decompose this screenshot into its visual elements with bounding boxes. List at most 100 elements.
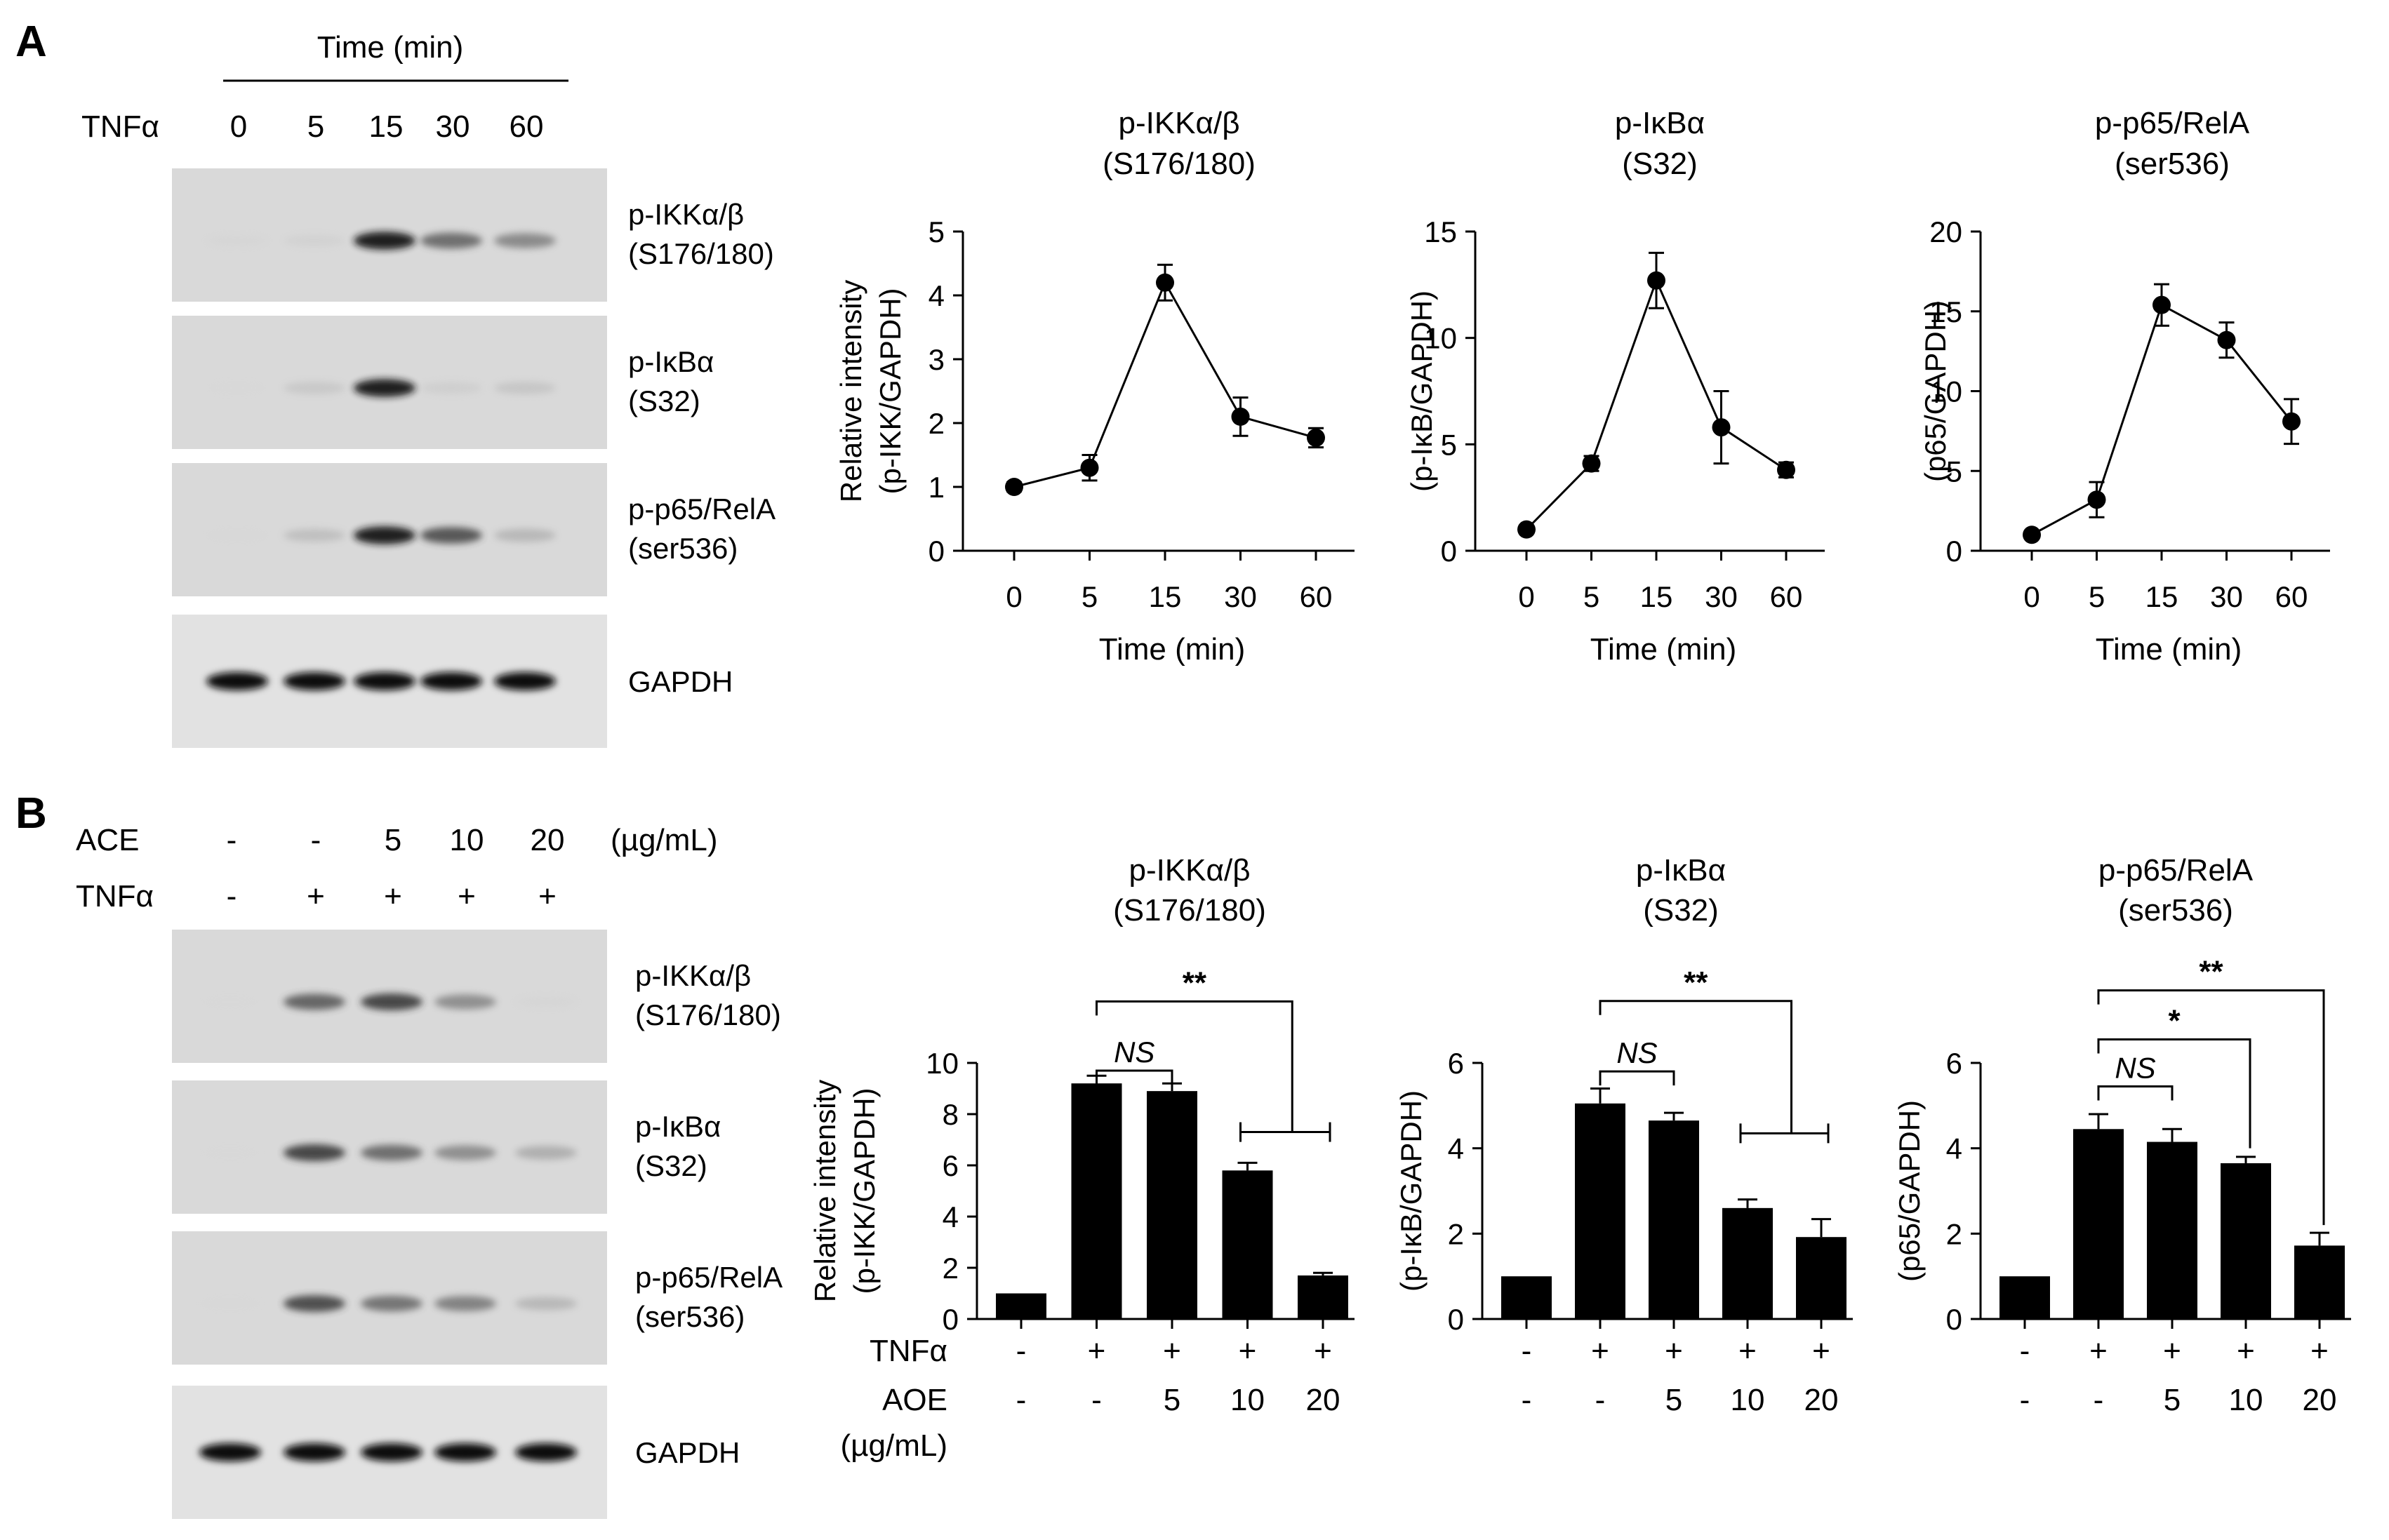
data-point [1080,458,1099,477]
blot-band [361,1443,422,1461]
blot-b-row-label: TNFα [76,879,154,913]
chart-1: p-IKKα/β (S176/180) 0 1 2 3 4 5 Relative intensi… [834,106,1355,667]
chart-title: (S176/180) [1113,893,1266,928]
blot-band [284,672,345,690]
bar [2294,1245,2345,1319]
blot-a-lane-label: 15 [369,109,404,144]
blot-a-lane-label: 30 [436,109,470,144]
bar-x-row-value: - [2094,1383,2104,1417]
blot-b-row-value: - [227,879,237,913]
bar [1501,1276,1552,1319]
blot-band [199,1443,261,1461]
blot-b-row-value: + [307,879,325,913]
x-tick-label: 15 [1149,580,1182,613]
blot-b-row-value: + [538,879,557,913]
bar-x-row-value: + [1314,1334,1332,1368]
bar-x-row-label: AOE [882,1383,947,1417]
significance-label: ** [2199,955,2223,989]
bar-x-row-value: - [1595,1383,1606,1417]
blot-b-row-label: ACE [76,823,139,857]
blot-strip-label: (S176/180) [635,998,781,1031]
chart-5: p-IκBα (S32) 0 2 4 6 (p-IκB/GAPDH) NS ** [1395,853,1853,1336]
y-axis-label: (p-IKK/GAPDH) [848,1087,881,1294]
chart-title: (S32) [1643,893,1719,928]
y-tick-label: 2 [943,1252,959,1285]
blot-band [284,234,345,247]
blot-band [420,527,482,544]
y-axis-label: (p65/GAPDH) [1893,1100,1926,1282]
blot-band [420,232,482,249]
y-tick-label: 10 [926,1047,959,1080]
blot-band [284,993,345,1010]
y-tick-label: 15 [1929,295,1962,328]
bar-x-row-value: 10 [1230,1383,1265,1417]
blot-b-strips: p-IKKα/β (S176/180) p-IκBα (S32) p-p65/RelA (… [172,930,783,1519]
bar [2073,1129,2124,1319]
blot-band [206,235,268,246]
y-tick-label: 4 [929,279,945,312]
blot-strip-label: GAPDH [628,665,733,698]
y-tick-label: 10 [1929,375,1962,408]
significance-label: ** [1183,965,1207,1000]
significance-label: NS [2115,1051,2155,1084]
data-point [2023,525,2041,544]
significance-bracket [2097,1038,2251,1149]
y-tick-label: 6 [943,1149,959,1182]
blot-band [354,379,415,397]
bar-x-row-value: - [1016,1334,1027,1368]
bar-x-row-value: + [1812,1334,1830,1368]
bar-x-row-value: 20 [2303,1383,2337,1417]
bar-x-row-value: 10 [2229,1383,2263,1417]
bar-x-row-value: + [1665,1334,1683,1368]
bar-x-row-value: + [1591,1334,1609,1368]
bar-x-row-value: - [1016,1383,1027,1417]
bar [1298,1275,1348,1319]
bar [1722,1207,1773,1319]
bar-x-row-value: + [2237,1334,2255,1368]
blot-b-row-value: 5 [385,823,401,857]
chart-title: (ser536) [2115,147,2230,181]
blot-a-lane-label: 5 [307,109,324,144]
y-tick-label: 4 [1946,1132,1962,1165]
chart-title: p-IKKα/β [1118,106,1239,140]
y-tick-label: 8 [943,1098,959,1131]
x-tick-label: 5 [1082,580,1098,613]
y-tick-label: 20 [1929,215,1962,248]
blot-strip-label: (ser536) [635,1300,745,1333]
bar-x-row-value: + [1088,1334,1106,1368]
blot-b-row-value: + [458,879,476,913]
data-point [1647,271,1665,290]
blot-band [206,382,268,394]
chart-title: (S32) [1622,147,1698,181]
blot-band [206,530,268,541]
y-tick-label: 5 [1946,455,1962,488]
x-tick-label: 0 [1006,580,1022,613]
significance-bracket [1096,1069,1173,1085]
bar-x-row-value: + [2089,1334,2108,1368]
blot-strip-label: p-p65/RelA [628,493,776,525]
bar-x-row-value: - [1522,1334,1532,1368]
bar [1999,1276,2050,1319]
x-tick-label: 0 [1518,580,1534,613]
blot-strip-label: p-IκBα [635,1110,721,1143]
chart-3: p-p65/RelA (ser536) 0 5 10 15 20 (p65/GAPDH) 0 5 1… [1919,106,2330,667]
blot-band [494,233,556,248]
y-axis-label: (p65/GAPDH) [1919,300,1952,482]
blot-strip-label: (S32) [635,1149,707,1182]
y-tick-label: 15 [1424,215,1457,248]
blot-band [494,382,556,394]
blot-strip-label: p-IKKα/β [628,198,744,231]
bar-x-condition-rows: TNFα - + + + + AOE - - 5 10 20 (µg/mL) - + + + + - - 5 10 20 - +… [841,1334,2337,1463]
bar [1147,1091,1197,1319]
significance-bracket [1599,1070,1675,1086]
data-point [1231,407,1250,426]
data-point [2282,412,2301,431]
y-tick-label: 10 [1424,322,1457,355]
data-point [2152,295,2171,314]
blot-a-row-label: TNFα [81,109,159,144]
significance-bracket [1096,1000,1293,1132]
bar-x-row-value: - [1522,1383,1532,1417]
chart-4: p-IKKα/β (S176/180) 0 2 4 6 8 10 Relative intens… [808,853,1355,1336]
bar-x-row-value: + [2163,1334,2181,1368]
